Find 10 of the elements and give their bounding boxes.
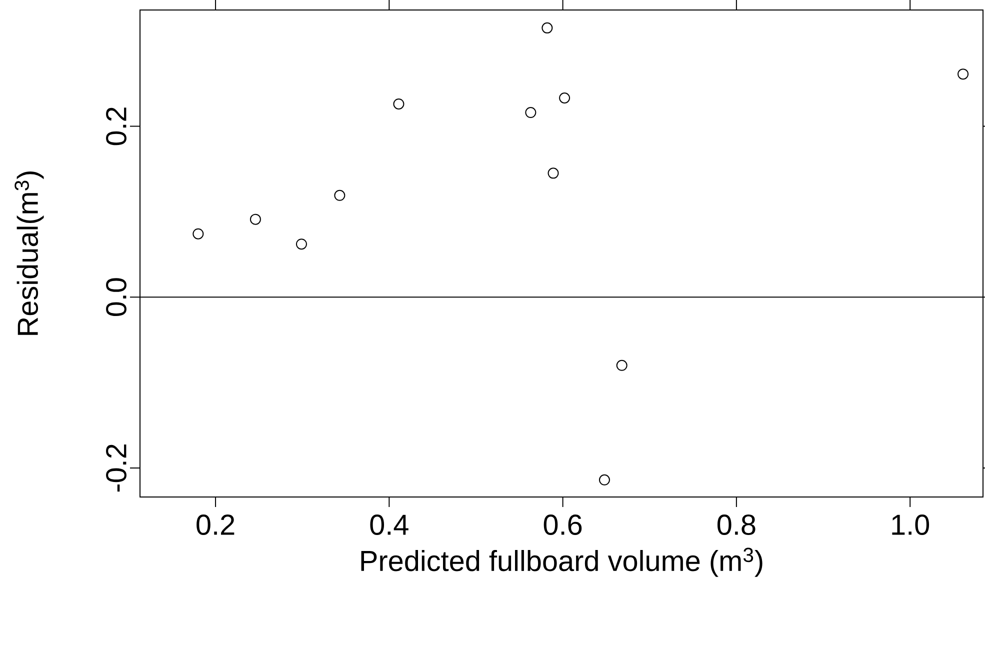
x-axis-title: Predicted fullboard volume (m$^{3}$) (361, 548, 762, 577)
x-tick-label: 0.6 (544, 514, 582, 535)
y-tick-label: 0.2 (106, 108, 126, 146)
y-axis-title: Residual(m$^{3}$) (14, 172, 44, 335)
x-tick-label: 0.4 (370, 514, 408, 535)
y-tick-label: -0.2 (106, 444, 126, 492)
y-tick-label: 0.0 (106, 278, 126, 316)
x-tick-label: 1.0 (892, 514, 930, 535)
x-tick-label: 0.2 (196, 514, 234, 535)
x-tick-label: 0.8 (717, 514, 756, 535)
